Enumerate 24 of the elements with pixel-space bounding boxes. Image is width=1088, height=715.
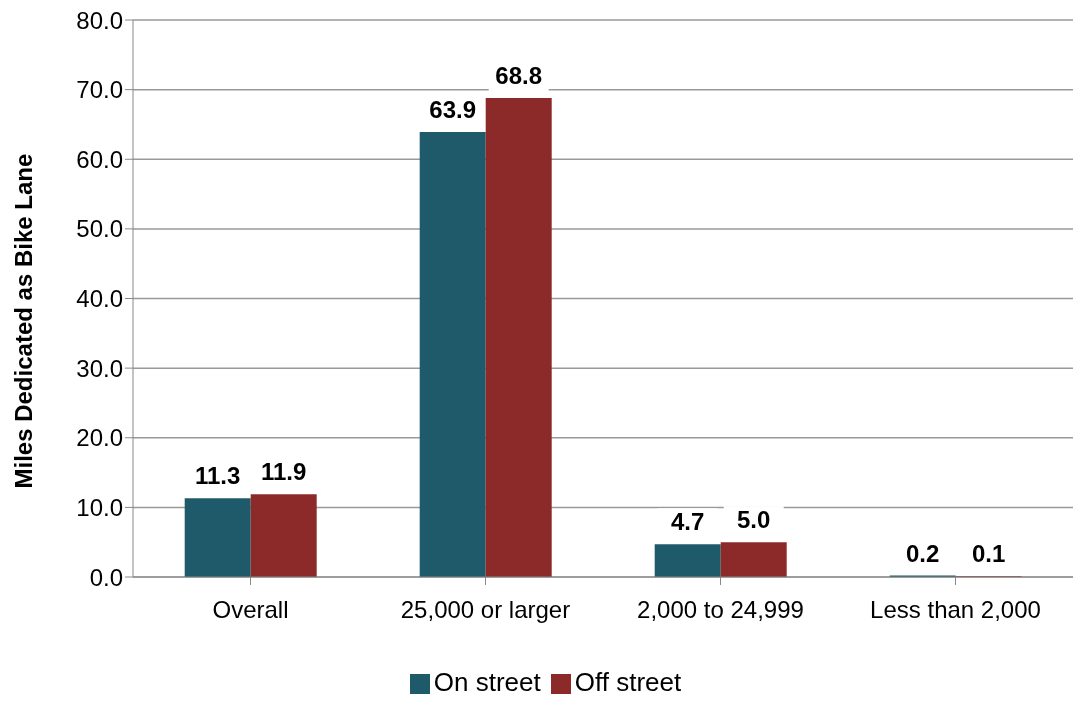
data-label: 63.9: [429, 96, 477, 124]
y-tick-label: 50.0: [76, 215, 123, 243]
y-tick-label: 70.0: [76, 76, 123, 104]
data-label: 0.2: [906, 539, 940, 567]
y-tick-label: 20.0: [76, 424, 123, 452]
y-tick-label: 40.0: [76, 285, 123, 313]
x-tick-label: 25,000 or larger: [400, 596, 571, 624]
data-label: 11.3: [195, 462, 241, 490]
data-label: 4.7: [671, 508, 705, 536]
data-label: 0.1: [972, 540, 1006, 568]
data-label: 5.0: [737, 506, 771, 534]
y-tick-label: 10.0: [76, 493, 123, 521]
data-label: 68.8: [495, 61, 543, 89]
y-axis-title: Miles Dedicated as Bike Lane: [9, 153, 37, 489]
x-tick-label: 2,000 to 24,999: [637, 596, 804, 624]
legend-label: Off street: [574, 667, 682, 697]
y-tick-label: 0.0: [89, 563, 123, 591]
data-label: 11.9: [261, 458, 307, 486]
y-tick-label: 60.0: [76, 145, 123, 173]
legend-label: On street: [433, 667, 541, 697]
y-tick-label: 30.0: [76, 354, 123, 382]
y-tick-label: 80.0: [76, 6, 123, 34]
x-tick-label: Overall: [212, 596, 289, 624]
x-tick-label: Less than 2,000: [870, 596, 1041, 624]
